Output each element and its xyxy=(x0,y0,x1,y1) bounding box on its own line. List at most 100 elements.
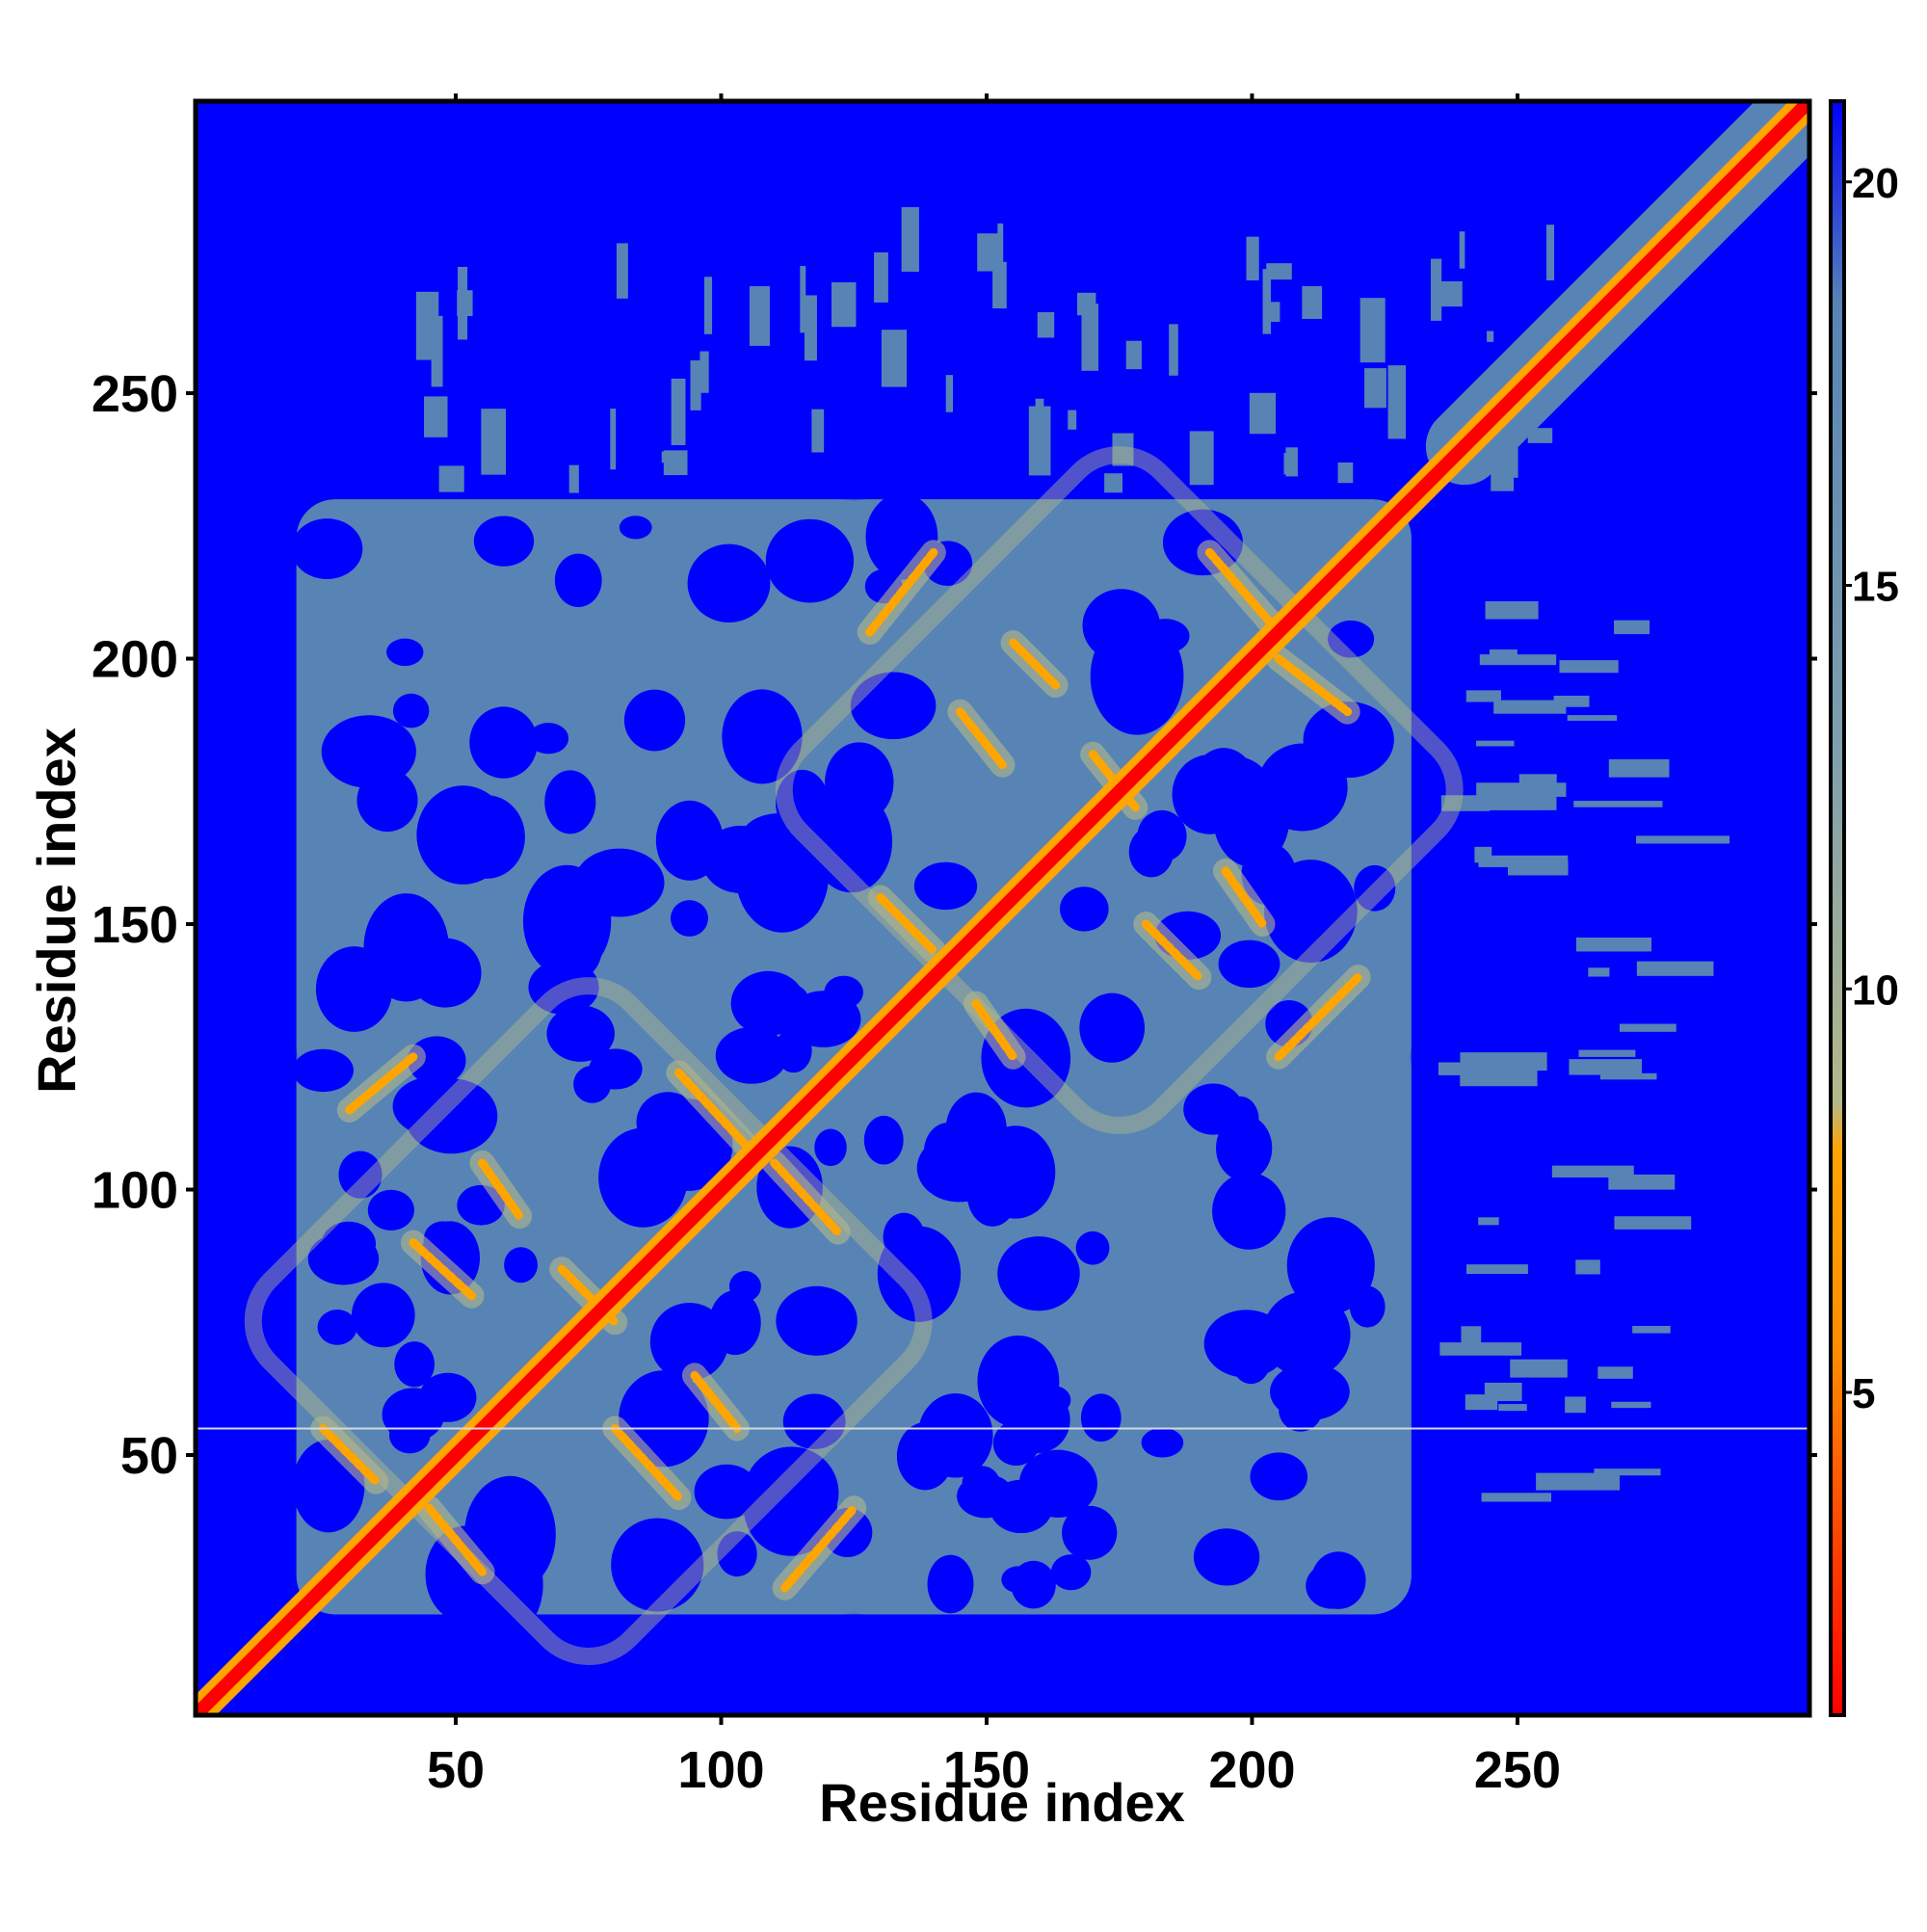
y-axis-label: Residue index xyxy=(26,728,87,1094)
gap-cell xyxy=(1080,1393,1122,1442)
gap-cell xyxy=(1128,826,1174,878)
patch-cell xyxy=(1527,428,1553,443)
patch-cell xyxy=(616,243,628,299)
contact-segment xyxy=(780,1503,858,1593)
patch-cell xyxy=(1575,937,1652,952)
patch-cell xyxy=(1302,285,1323,319)
gap-cell xyxy=(321,715,416,788)
gap-cell xyxy=(814,1128,847,1167)
patch-cell xyxy=(671,378,686,445)
x-tick-label: 250 xyxy=(1474,1741,1561,1799)
patch-cell xyxy=(1632,1326,1671,1334)
contact-segment xyxy=(770,1158,843,1237)
x-tick-label: 150 xyxy=(943,1741,1030,1799)
patch-cell xyxy=(1262,269,1271,334)
patch-cell xyxy=(1498,1404,1527,1412)
plot-frame xyxy=(193,98,1812,1718)
patch-cell xyxy=(1246,236,1259,280)
contact-segment xyxy=(971,999,1018,1062)
contact-segment xyxy=(345,1052,418,1115)
patch-cell xyxy=(1337,462,1354,484)
patch-cell xyxy=(1510,1359,1568,1378)
patch-cell xyxy=(945,375,954,412)
contact-segment xyxy=(1141,919,1203,982)
gap-cell xyxy=(913,861,978,911)
patch-cell xyxy=(1283,453,1290,475)
patch-cell xyxy=(901,207,919,272)
patch-cell xyxy=(1478,1217,1499,1226)
gap-cell xyxy=(709,1290,761,1356)
gap-cell xyxy=(419,1372,477,1422)
patch-cell xyxy=(1608,1174,1676,1190)
x-tick-label: 100 xyxy=(677,1741,764,1799)
diagonal xyxy=(196,101,1809,1715)
gap-cell xyxy=(687,543,771,622)
x-axis-label: Residue index xyxy=(819,1772,1185,1833)
patch-cell xyxy=(690,360,701,410)
patch-cell xyxy=(1487,331,1494,342)
y-tick-label: 150 xyxy=(92,896,178,954)
patch-cell xyxy=(1359,298,1386,363)
gap-cell xyxy=(1286,1217,1375,1314)
gap-cell xyxy=(409,938,482,1008)
patch-cell xyxy=(1028,406,1051,476)
patch-cell xyxy=(1636,961,1714,976)
patch-cell xyxy=(1536,1472,1621,1491)
y-tick-label: 100 xyxy=(92,1162,178,1220)
gap-cell xyxy=(1328,620,1375,658)
gap-cell xyxy=(670,900,708,937)
gap-cell xyxy=(1218,940,1280,989)
contact-segment xyxy=(610,1423,683,1502)
colorbar-ticks: 5 10 15 20 xyxy=(1844,160,1899,1417)
patch-cell xyxy=(1575,1259,1600,1275)
contact-segment xyxy=(478,1158,524,1221)
patch-cell xyxy=(1478,855,1569,867)
patch-cell xyxy=(703,277,713,334)
patch-cell xyxy=(992,261,1007,309)
gap-cell xyxy=(1213,768,1290,867)
x-tick-label: 200 xyxy=(1208,1741,1295,1799)
patch-cell xyxy=(832,281,857,328)
contact-segment xyxy=(424,1503,488,1576)
gap-cell xyxy=(782,1393,846,1449)
patch-cell xyxy=(1440,795,1491,811)
gap-cell xyxy=(386,638,424,667)
patch-cell xyxy=(1619,1023,1676,1032)
patch-cell xyxy=(1439,1342,1522,1356)
gap-cell xyxy=(1062,1505,1118,1560)
patch-cell xyxy=(415,291,439,360)
x-tick-label: 50 xyxy=(427,1741,485,1799)
patch-cell xyxy=(1599,1072,1657,1080)
gap-cell xyxy=(528,960,599,1015)
patch-cell xyxy=(481,409,507,475)
patch-cell xyxy=(1125,340,1142,370)
patch-cell xyxy=(1481,1493,1551,1502)
contact-segment xyxy=(1221,866,1267,929)
patch-cell xyxy=(749,286,770,346)
patch-cell xyxy=(1068,410,1077,430)
patch-cell xyxy=(1608,758,1670,778)
patch-cell xyxy=(1266,263,1292,280)
gap-cell xyxy=(611,1518,704,1612)
gap-cell xyxy=(743,1459,837,1556)
gap-cell xyxy=(863,1115,904,1165)
patch-cell xyxy=(1037,311,1055,338)
gap-cell xyxy=(1303,701,1394,779)
patch-cell xyxy=(610,409,617,470)
patch-cell xyxy=(1614,620,1650,635)
patch-cell xyxy=(1474,846,1492,863)
gap-cell xyxy=(927,1554,974,1614)
patch-cell xyxy=(1270,302,1280,322)
gap-cell xyxy=(977,1335,1060,1428)
patch-cell xyxy=(1588,967,1610,977)
gap-cell xyxy=(877,1226,962,1322)
x-axis: 50 100 150 200 250 xyxy=(427,93,1561,1799)
contact-segment xyxy=(318,1423,381,1487)
gap-cell xyxy=(715,1026,788,1084)
patch-cell xyxy=(1461,1326,1482,1343)
gap-cell xyxy=(598,1127,688,1228)
patch-cell xyxy=(977,233,1002,272)
colorbar-tick-label: 5 xyxy=(1852,1370,1875,1417)
gap-cell xyxy=(1082,589,1160,662)
